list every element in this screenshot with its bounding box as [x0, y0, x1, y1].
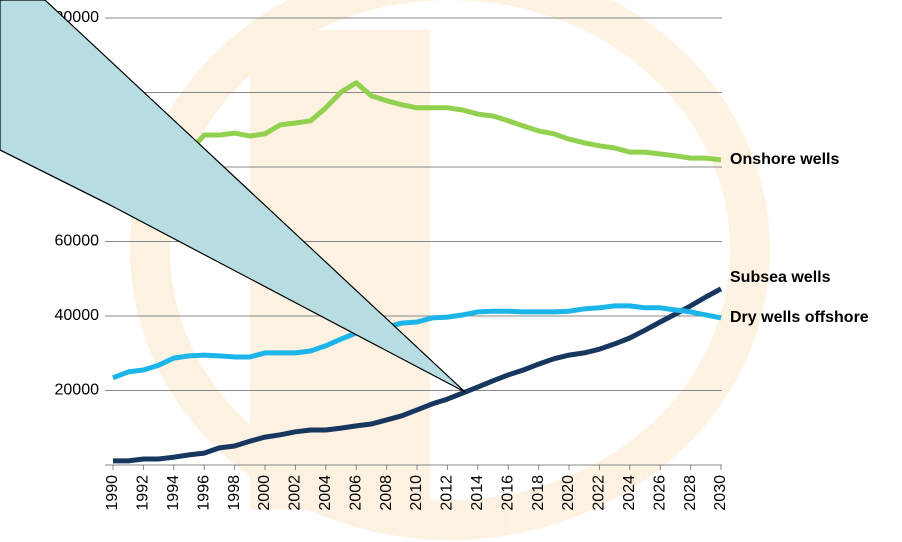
x-tick-label: 2008	[378, 475, 395, 511]
x-tick-label: 2010	[408, 475, 425, 511]
x-tick-label: 2006	[347, 475, 364, 511]
series-label: Dry wells offshore	[730, 309, 869, 326]
y-tick-label: 40000	[55, 307, 100, 324]
x-tick-label: 2026	[651, 475, 668, 511]
x-tick-label: 2028	[682, 475, 699, 511]
x-tick-label: 2016	[499, 475, 516, 511]
chart: 2000040000600008000010000012000019901992…	[0, 0, 902, 542]
x-tick-label: 2002	[287, 475, 304, 511]
x-tick-label: 2030	[712, 475, 729, 511]
series-label: Onshore wells	[730, 151, 839, 168]
y-tick-label: 20000	[55, 382, 100, 399]
x-tick-label: 2012	[439, 475, 456, 511]
x-tick-label: 2022	[591, 475, 608, 511]
page: 2000040000600008000010000012000019901992…	[0, 0, 902, 542]
x-tick-label: 2014	[469, 475, 486, 511]
x-tick-label: 1994	[165, 475, 182, 511]
x-tick-label: 2020	[560, 475, 577, 511]
x-tick-label: 1998	[226, 475, 243, 511]
x-tick-label: 2000	[256, 475, 273, 511]
x-tick-label: 1990	[104, 475, 121, 511]
x-tick-label: 2024	[621, 475, 638, 511]
y-tick-label: 60000	[55, 233, 100, 250]
x-tick-label: 2018	[530, 475, 547, 511]
x-tick-label: 2004	[317, 475, 334, 511]
x-tick-label: 1996	[195, 475, 212, 511]
x-tick-label: 1992	[135, 475, 152, 511]
series-label: Subsea wells	[730, 269, 831, 286]
